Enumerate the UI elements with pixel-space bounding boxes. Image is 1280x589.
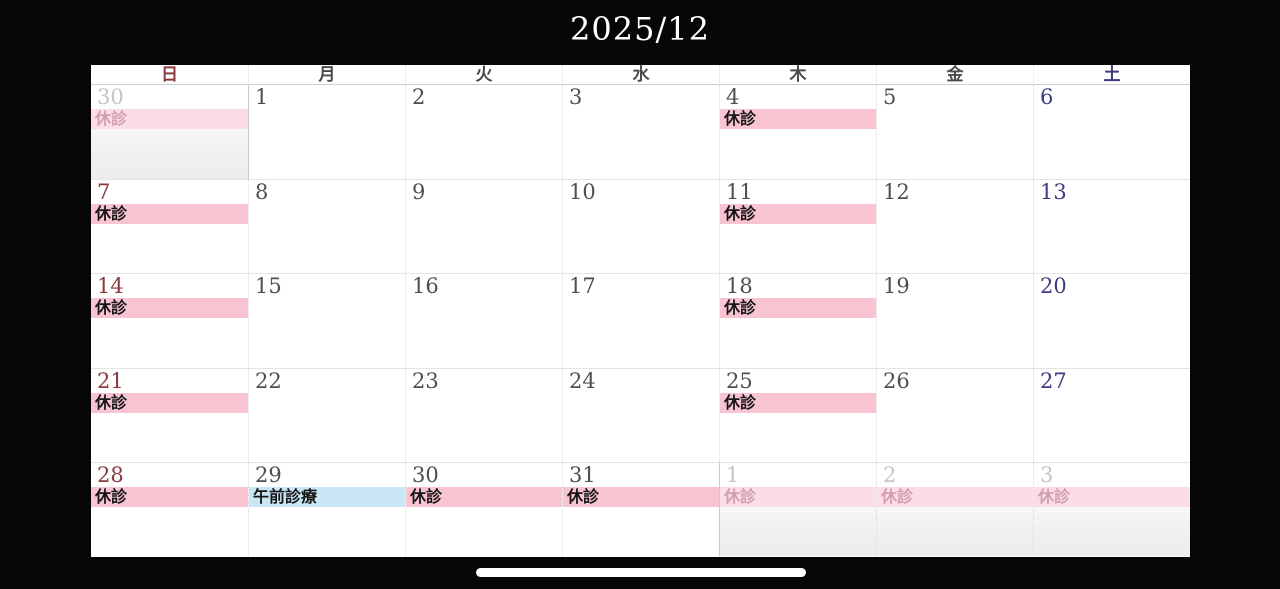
day-cell[interactable]: 23 <box>405 367 562 462</box>
date-number: 16 <box>412 274 439 299</box>
date-number: 29 <box>255 462 282 487</box>
weekday-header-sunday: 日 <box>161 65 178 85</box>
day-cell[interactable]: 24 <box>562 367 719 462</box>
day-cell[interactable]: 21 休診 <box>91 367 248 462</box>
date-number: 3 <box>1040 462 1054 487</box>
day-cell[interactable]: 28 休診 <box>91 461 248 556</box>
date-number: 22 <box>255 368 282 393</box>
event-closed-bar[interactable]: 休診 <box>91 392 248 413</box>
month-title: 2025/12 <box>570 10 710 48</box>
date-number: 31 <box>569 462 596 487</box>
date-number: 19 <box>883 274 910 299</box>
date-number: 2 <box>412 85 426 109</box>
event-closed-bar[interactable]: 休診 <box>1034 486 1190 507</box>
date-number: 5 <box>883 85 897 109</box>
weekday-header-saturday: 土 <box>1033 65 1190 85</box>
day-cell[interactable]: 19 <box>876 273 1033 368</box>
event-closed-bar[interactable]: 休診 <box>720 204 876 225</box>
day-cell[interactable]: 14 休診 <box>91 273 248 368</box>
date-number: 8 <box>255 180 269 205</box>
date-number: 9 <box>412 180 426 205</box>
date-number: 27 <box>1040 368 1067 393</box>
day-cell[interactable]: 30 休診 <box>91 85 248 180</box>
date-number: 17 <box>569 274 596 299</box>
day-cell[interactable]: 31 休診 <box>562 461 719 556</box>
day-cell[interactable]: 4 休診 <box>719 85 876 180</box>
day-cell[interactable]: 10 <box>562 179 719 274</box>
day-cell[interactable]: 25 休診 <box>719 367 876 462</box>
day-cell[interactable]: 16 <box>405 273 562 368</box>
event-closed-bar[interactable]: 休診 <box>720 392 876 413</box>
date-number: 14 <box>97 274 124 299</box>
event-closed-bar[interactable]: 休診 <box>406 486 562 507</box>
calendar-grid: 30 休診 1 2 3 4 休診 5 6 7 休診 8 9 10 11 休診 12 13 14 休診 15 16 17 18 休… <box>91 85 1190 556</box>
day-cell[interactable]: 29 午前診療 <box>248 461 405 556</box>
date-number: 10 <box>569 180 596 205</box>
event-closed-bar[interactable]: 休診 <box>91 109 248 129</box>
day-cell[interactable]: 30 休診 <box>405 461 562 556</box>
day-cell[interactable]: 3 <box>562 85 719 180</box>
date-number: 6 <box>1040 85 1054 109</box>
date-number: 3 <box>569 85 583 109</box>
date-number: 25 <box>726 368 753 393</box>
day-cell[interactable]: 7 休診 <box>91 179 248 274</box>
event-closed-bar[interactable]: 休診 <box>877 486 1033 507</box>
event-closed-bar[interactable]: 休診 <box>91 486 248 507</box>
date-number: 28 <box>97 462 124 487</box>
weekday-header-weekday-5: 金 <box>876 65 1033 85</box>
day-cell[interactable]: 2 <box>405 85 562 180</box>
event-closed-bar[interactable]: 休診 <box>91 298 248 319</box>
date-number: 2 <box>883 462 897 487</box>
date-number: 20 <box>1040 274 1067 299</box>
day-cell[interactable]: 15 <box>248 273 405 368</box>
date-number: 21 <box>97 368 124 393</box>
date-number: 1 <box>255 85 269 109</box>
event-closed-bar[interactable]: 休診 <box>720 486 876 507</box>
home-indicator[interactable] <box>476 568 806 577</box>
day-cell[interactable]: 8 <box>248 179 405 274</box>
date-number: 7 <box>97 180 111 205</box>
weekday-header-weekday-3: 水 <box>562 65 719 85</box>
date-number: 18 <box>726 274 753 299</box>
day-cell[interactable]: 2 休診 <box>876 461 1033 556</box>
date-number: 23 <box>412 368 439 393</box>
day-cell[interactable]: 6 <box>1033 85 1190 180</box>
date-number: 1 <box>726 462 740 487</box>
day-cell[interactable]: 22 <box>248 367 405 462</box>
day-cell[interactable]: 26 <box>876 367 1033 462</box>
date-number: 11 <box>726 180 753 205</box>
weekday-header-weekday-4: 木 <box>719 65 876 85</box>
weekday-header-weekday-1: 月 <box>248 65 405 85</box>
event-closed-bar[interactable]: 休診 <box>720 109 876 129</box>
event-closed-bar[interactable]: 休診 <box>720 298 876 319</box>
day-cell[interactable]: 17 <box>562 273 719 368</box>
day-cell[interactable]: 5 <box>876 85 1033 180</box>
day-cell[interactable]: 13 <box>1033 179 1190 274</box>
date-number: 15 <box>255 274 282 299</box>
weekday-header-weekday-2: 火 <box>405 65 562 85</box>
event-closed-bar[interactable]: 休診 <box>91 204 248 225</box>
day-cell[interactable]: 1 休診 <box>719 461 876 556</box>
calendar: 日月火水木金土 30 休診 1 2 3 4 休診 5 6 7 休診 8 9 10 11 休診 12 13 14 休診 1… <box>91 65 1190 557</box>
date-number: 26 <box>883 368 910 393</box>
date-number: 30 <box>412 462 439 487</box>
day-cell[interactable]: 11 休診 <box>719 179 876 274</box>
date-number: 13 <box>1040 180 1067 205</box>
weekday-header-row: 日 月火水木金土 <box>91 65 1190 85</box>
day-cell[interactable]: 1 <box>248 85 405 180</box>
date-number: 12 <box>883 180 910 205</box>
day-cell[interactable]: 27 <box>1033 367 1190 462</box>
date-number: 4 <box>726 85 740 109</box>
date-number: 24 <box>569 368 596 393</box>
day-cell[interactable]: 20 <box>1033 273 1190 368</box>
event-morning-care-bar[interactable]: 午前診療 <box>249 486 405 507</box>
day-cell[interactable]: 18 休診 <box>719 273 876 368</box>
day-cell[interactable]: 3 休診 <box>1033 461 1190 556</box>
day-cell[interactable]: 9 <box>405 179 562 274</box>
day-cell[interactable]: 12 <box>876 179 1033 274</box>
event-closed-bar[interactable]: 休診 <box>563 486 719 507</box>
date-number: 30 <box>97 85 124 109</box>
